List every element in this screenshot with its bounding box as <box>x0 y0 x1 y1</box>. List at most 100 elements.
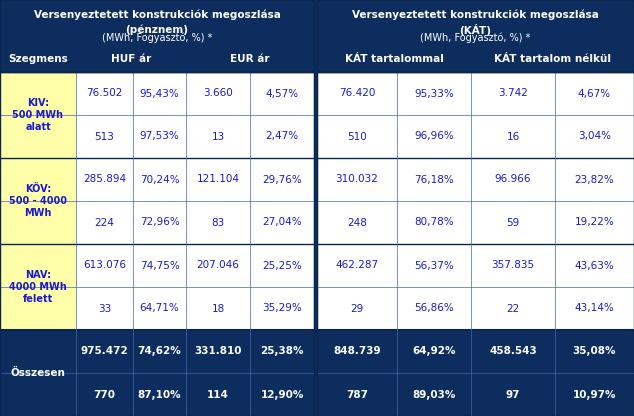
Text: 74,75%: 74,75% <box>139 260 179 270</box>
Bar <box>317 0 634 46</box>
Bar <box>317 158 397 201</box>
Bar <box>76 72 133 115</box>
Text: 76.420: 76.420 <box>339 89 375 99</box>
Text: 12,90%: 12,90% <box>261 389 304 399</box>
Bar <box>133 115 186 158</box>
Bar <box>317 330 397 373</box>
Text: 29,76%: 29,76% <box>262 174 302 185</box>
Text: 33: 33 <box>98 304 111 314</box>
Bar <box>133 287 186 330</box>
Bar <box>471 244 555 287</box>
Bar <box>133 201 186 244</box>
Bar <box>76 244 133 287</box>
Text: 43,14%: 43,14% <box>574 304 614 314</box>
Text: 19,22%: 19,22% <box>574 218 614 228</box>
Bar <box>0 72 76 158</box>
Bar <box>186 158 250 201</box>
Text: 4,67%: 4,67% <box>578 89 611 99</box>
Text: 95,33%: 95,33% <box>414 89 454 99</box>
Text: 64,71%: 64,71% <box>139 304 179 314</box>
Bar <box>76 330 133 373</box>
Text: 18: 18 <box>211 304 224 314</box>
Text: 87,10%: 87,10% <box>138 389 181 399</box>
Text: (pénznem): (pénznem) <box>126 25 188 35</box>
Text: 56,37%: 56,37% <box>414 260 454 270</box>
Bar <box>555 373 634 416</box>
Bar <box>186 287 250 330</box>
Text: 114: 114 <box>207 389 229 399</box>
Text: 96.966: 96.966 <box>495 174 531 185</box>
Text: 16: 16 <box>507 131 520 141</box>
Text: (MWh, Fogyasztó, %) *: (MWh, Fogyasztó, %) * <box>102 33 212 43</box>
Bar <box>186 244 250 287</box>
Bar <box>76 158 133 201</box>
Text: 97: 97 <box>506 389 521 399</box>
Text: 510: 510 <box>347 131 367 141</box>
Text: 23,82%: 23,82% <box>574 174 614 185</box>
Text: KÖV:
500 - 4000
MWh: KÖV: 500 - 4000 MWh <box>9 184 67 218</box>
Text: 13: 13 <box>211 131 224 141</box>
Text: 285.894: 285.894 <box>83 174 126 185</box>
Text: 770: 770 <box>93 389 115 399</box>
Bar <box>76 201 133 244</box>
Bar <box>133 373 186 416</box>
Text: KIV:
500 MWh
alatt: KIV: 500 MWh alatt <box>13 99 63 131</box>
Bar <box>471 330 555 373</box>
Text: NAV:
4000 MWh
felett: NAV: 4000 MWh felett <box>9 270 67 304</box>
Bar <box>555 244 634 287</box>
Bar <box>397 115 471 158</box>
Text: 3,04%: 3,04% <box>578 131 611 141</box>
Bar <box>0 244 76 330</box>
Text: 95,43%: 95,43% <box>139 89 179 99</box>
Bar <box>250 115 314 158</box>
Bar <box>555 72 634 115</box>
Text: (KÁT): (KÁT) <box>460 24 491 36</box>
Text: (MWh, Fogyasztó, %) *: (MWh, Fogyasztó, %) * <box>420 33 531 43</box>
Text: Összesen: Összesen <box>11 368 65 378</box>
Text: KÁT tartalommal: KÁT tartalommal <box>344 54 443 64</box>
Text: 59: 59 <box>507 218 520 228</box>
Text: 76,18%: 76,18% <box>414 174 454 185</box>
Bar <box>133 72 186 115</box>
Text: 80,78%: 80,78% <box>414 218 454 228</box>
Text: 43,63%: 43,63% <box>574 260 614 270</box>
Text: 70,24%: 70,24% <box>139 174 179 185</box>
Bar <box>317 115 397 158</box>
Bar <box>317 287 397 330</box>
Text: 331.810: 331.810 <box>194 347 242 357</box>
Text: 96,96%: 96,96% <box>414 131 454 141</box>
Text: Szegmens: Szegmens <box>8 54 68 64</box>
Text: 613.076: 613.076 <box>83 260 126 270</box>
Bar <box>0 0 314 72</box>
Bar <box>186 115 250 158</box>
Bar <box>133 330 186 373</box>
Bar <box>555 201 634 244</box>
Text: 64,92%: 64,92% <box>412 347 456 357</box>
Bar <box>250 158 314 201</box>
Bar <box>0 158 76 244</box>
Bar <box>397 201 471 244</box>
Text: KÁT tartalom nélkül: KÁT tartalom nélkül <box>494 54 611 64</box>
Bar <box>317 72 397 115</box>
Bar <box>471 373 555 416</box>
Text: 97,53%: 97,53% <box>139 131 179 141</box>
Text: 56,86%: 56,86% <box>414 304 454 314</box>
Text: HUF ár: HUF ár <box>111 54 151 64</box>
Bar <box>186 201 250 244</box>
Bar <box>471 158 555 201</box>
Text: 83: 83 <box>211 218 224 228</box>
Text: 458.543: 458.543 <box>489 347 537 357</box>
Bar <box>250 201 314 244</box>
Text: 248: 248 <box>347 218 367 228</box>
Bar <box>471 201 555 244</box>
Bar <box>76 287 133 330</box>
Bar <box>317 72 634 416</box>
Bar <box>397 373 471 416</box>
Bar <box>397 330 471 373</box>
Text: EUR ár: EUR ár <box>230 54 269 64</box>
Bar <box>397 72 471 115</box>
Text: 27,04%: 27,04% <box>262 218 302 228</box>
Text: 207.046: 207.046 <box>197 260 240 270</box>
Text: 513: 513 <box>94 131 115 141</box>
Bar <box>250 330 314 373</box>
